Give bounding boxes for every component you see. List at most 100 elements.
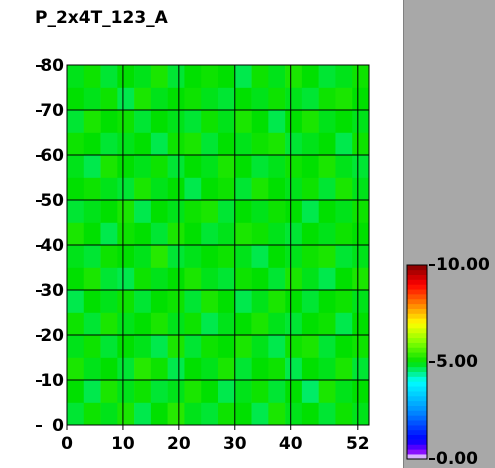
heat-cell [83,110,101,133]
heat-cell [268,290,286,313]
heat-cell [285,245,303,268]
colorbar-band [407,434,427,440]
heat-cell [251,402,269,426]
colorbar-band [407,337,427,343]
heat-cell [285,65,303,88]
heat-cell [167,245,185,268]
heat-cell [335,65,353,88]
heat-cell [167,200,185,223]
heat-cell [150,267,168,291]
heat-cell [150,65,168,88]
heat-cell [234,357,252,381]
heat-cell [318,335,336,358]
heat-cell [100,65,118,88]
heat-cell [301,402,319,426]
heat-cell [268,380,286,403]
heat-cell [150,87,168,111]
heat-cell [83,132,101,156]
heat-cell [201,245,219,268]
heat-cell [285,290,303,313]
heat-cell [268,110,286,133]
heat-cell [150,222,168,246]
heat-cell [201,402,219,426]
heat-cell [100,380,118,403]
heat-cell [150,290,168,313]
heat-cell [318,357,336,381]
heat-cell [67,110,85,133]
colorbar-band [407,400,427,406]
heat-cell [301,290,319,313]
heat-cell [134,290,152,313]
heat-cell [251,335,269,358]
heat-cell [268,312,286,336]
y-tick-label: 0 [52,416,64,436]
heat-cell [352,335,370,358]
heat-cell [201,87,219,111]
heat-cell [184,335,202,358]
heat-cell [100,312,118,336]
colorbar-band [407,357,427,363]
heat-cell [218,200,236,223]
heat-cell [234,402,252,426]
heat-cell [167,357,185,381]
heat-cell [167,65,185,88]
colorbar-band [407,313,427,319]
heat-cell [67,222,85,246]
heat-cell [150,312,168,336]
colorbar-band [407,454,427,460]
y-tick-label: 10 [40,371,64,391]
heat-cell [285,110,303,133]
heat-cell [150,200,168,223]
x-tick-label: 52 [346,434,370,454]
heat-cell [184,267,202,291]
heat-cell [167,132,185,156]
colorbar-band [407,425,427,431]
colorbar-band [407,284,427,290]
heat-cell [167,110,185,133]
heat-cell [301,222,319,246]
heat-cell [67,312,85,336]
heat-cell [234,110,252,133]
heat-cell [167,267,185,291]
heat-cell [335,380,353,403]
heat-cell [117,380,135,403]
heat-cell [234,132,252,156]
heat-cell [134,65,152,88]
heat-cell [184,200,202,223]
heat-cell [335,110,353,133]
heat-cell [352,402,370,426]
heat-cell [251,155,269,178]
heat-cell [352,267,370,291]
heat-cell [201,200,219,223]
heat-cell [251,87,269,111]
heat-cell [318,267,336,291]
x-tick-label: 20 [167,434,191,454]
colorbar-band [407,274,427,280]
colorbar-band [407,342,427,348]
heat-cell [352,380,370,403]
heat-cell [184,132,202,156]
heat-cell [218,402,236,426]
heat-cell [301,312,319,336]
heat-cell [218,132,236,156]
heat-cell [134,357,152,381]
heat-cell [150,110,168,133]
heat-cell [117,290,135,313]
heat-cell [234,290,252,313]
heat-cell [251,110,269,133]
heat-cell [352,132,370,156]
heat-cell [201,312,219,336]
heat-cell [117,357,135,381]
heat-cell [100,200,118,223]
heat-cell [268,132,286,156]
heat-cell [83,312,101,336]
heat-cell [100,132,118,156]
heat-cell [268,177,286,201]
heat-cell [100,335,118,358]
heat-cell [251,380,269,403]
heat-cell [285,357,303,381]
heat-cell [301,87,319,111]
heat-cell [100,267,118,291]
heat-cell [335,312,353,336]
chart-title: P_2x4T_123_A [35,8,169,28]
